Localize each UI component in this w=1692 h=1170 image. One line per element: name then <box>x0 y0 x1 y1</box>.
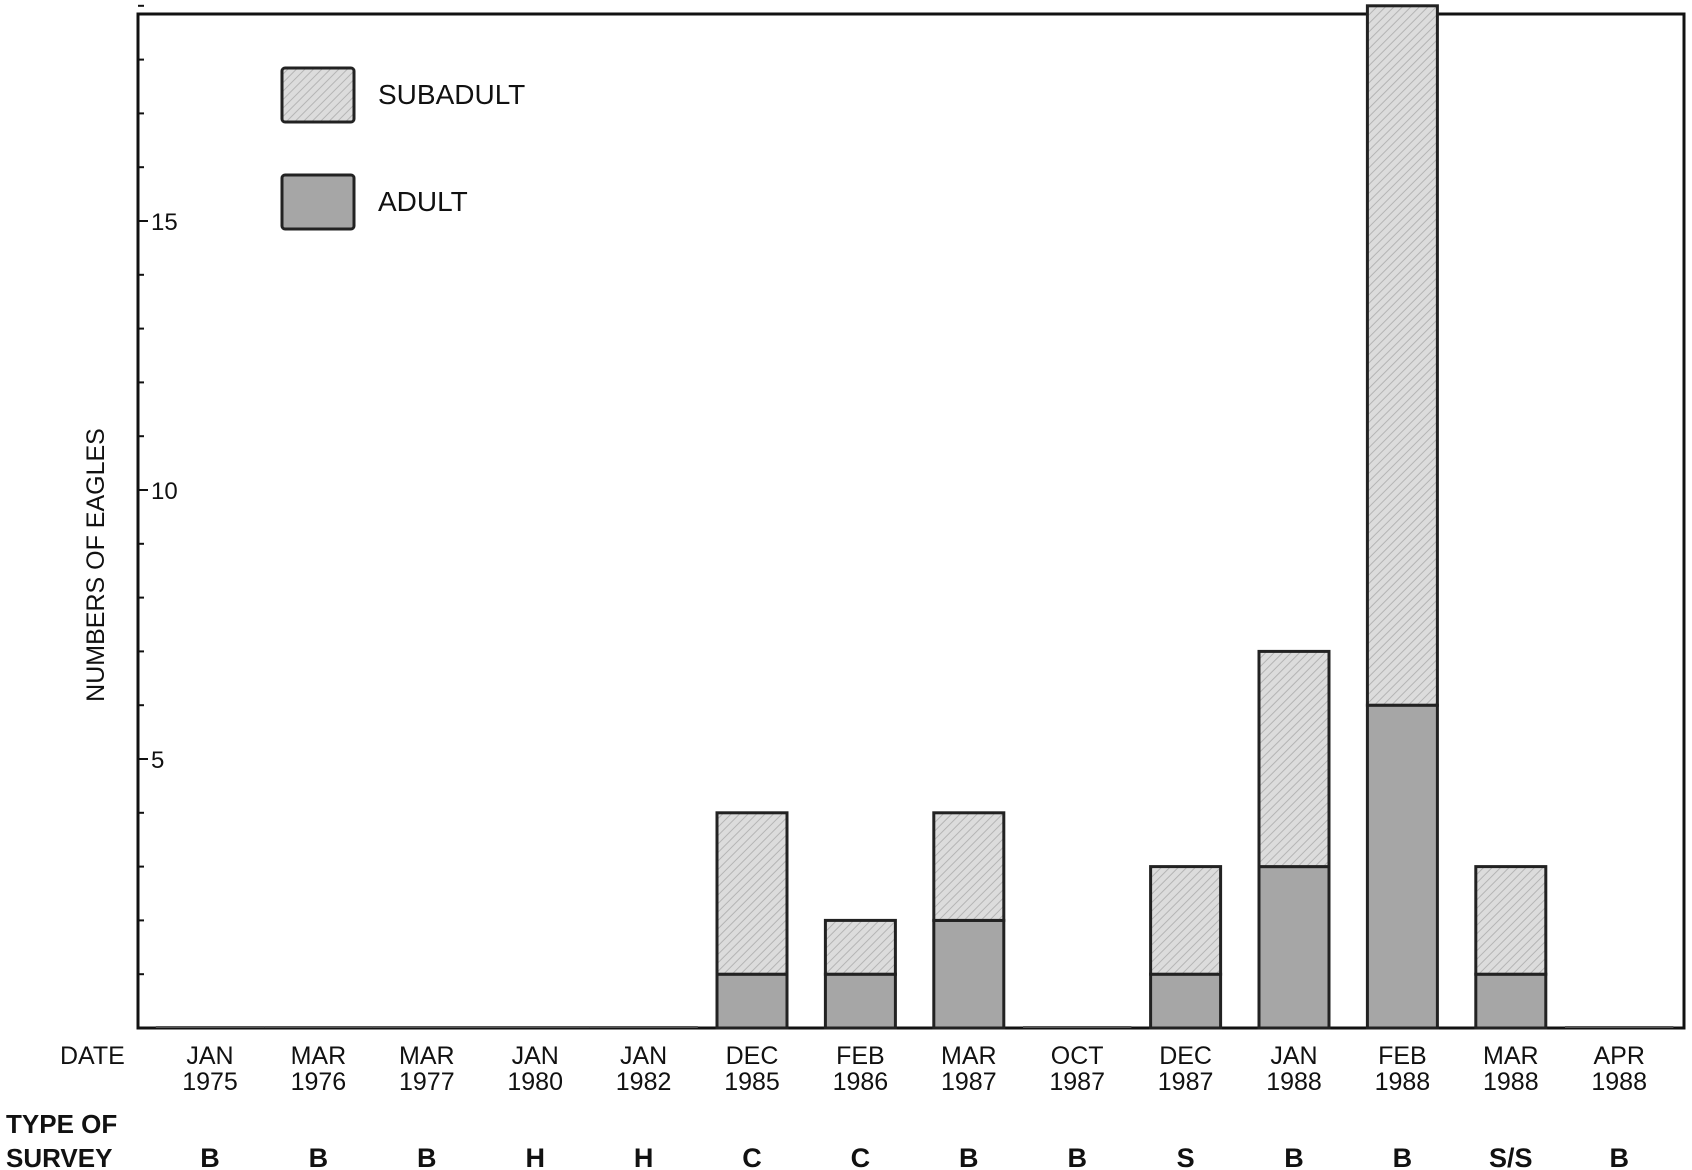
survey-type-label: B <box>417 1143 437 1170</box>
date-month-label: MAR <box>399 1042 455 1070</box>
date-month-label: FEB <box>836 1042 885 1070</box>
survey-type-label: B <box>959 1143 979 1170</box>
date-year-label: 1988 <box>1483 1068 1539 1096</box>
date-year-label: 1987 <box>1049 1068 1105 1096</box>
legend-swatch-subadult <box>280 66 356 124</box>
y-tick-label: 15 <box>151 209 178 236</box>
y-axis: 5 10 15 <box>138 4 178 976</box>
bar-adult <box>1474 972 1548 1030</box>
survey-type-label: H <box>525 1143 545 1170</box>
date-month-label: JAN <box>512 1042 559 1070</box>
survey-row-label-line2: SURVEY <box>6 1143 112 1170</box>
legend-swatch-adult <box>280 173 356 231</box>
survey-type-label: H <box>634 1143 654 1170</box>
date-row-label: DATE <box>60 1042 125 1070</box>
date-month-label: JAN <box>620 1042 667 1070</box>
date-year-label: 1988 <box>1375 1068 1431 1096</box>
date-month-label: MAR <box>291 1042 347 1070</box>
bar-adult <box>1149 972 1223 1030</box>
bars <box>155 4 1674 1030</box>
date-year-label: 1987 <box>941 1068 997 1096</box>
date-year-label: 1980 <box>507 1068 563 1096</box>
bar-adult <box>1257 865 1331 1030</box>
date-month-label: JAN <box>186 1042 233 1070</box>
x-axis-labels: JAN1975BMAR1976BMAR1977BJAN1980HJAN1982H… <box>182 1042 1647 1170</box>
date-year-label: 1988 <box>1591 1068 1647 1096</box>
survey-type-label: B <box>1284 1143 1304 1170</box>
date-year-label: 1988 <box>1266 1068 1322 1096</box>
survey-type-label: C <box>742 1143 762 1170</box>
legend-label-adult: ADULT <box>378 186 468 217</box>
y-tick-label: 5 <box>151 747 164 774</box>
survey-type-label: S <box>1177 1143 1195 1170</box>
bar-subadult <box>823 918 897 976</box>
legend: SUBADULT ADULT <box>280 66 525 231</box>
survey-type-label: C <box>851 1143 871 1170</box>
bar-adult <box>715 972 789 1030</box>
date-year-label: 1987 <box>1158 1068 1214 1096</box>
survey-type-label: B <box>1609 1143 1629 1170</box>
date-year-label: 1986 <box>833 1068 889 1096</box>
survey-row-label-line1: TYPE OF <box>6 1109 117 1139</box>
plot-frame <box>136 12 1686 1030</box>
y-tick-label: 10 <box>151 478 178 505</box>
bar-subadult <box>715 811 789 976</box>
bar-adult <box>932 918 1006 1030</box>
bar-adult <box>1365 703 1439 1030</box>
date-month-label: JAN <box>1270 1042 1317 1070</box>
date-month-label: DEC <box>1159 1042 1212 1070</box>
date-year-label: 1982 <box>616 1068 672 1096</box>
date-month-label: APR <box>1593 1042 1644 1070</box>
date-month-label: FEB <box>1378 1042 1427 1070</box>
bar-subadult <box>932 811 1006 922</box>
bar-subadult <box>1474 865 1548 976</box>
survey-type-label: B <box>309 1143 329 1170</box>
bar-subadult <box>1149 865 1223 976</box>
date-month-label: MAR <box>1483 1042 1539 1070</box>
bar-subadult <box>1365 4 1439 707</box>
survey-type-label: B <box>1393 1143 1413 1170</box>
survey-type-label: B <box>1067 1143 1087 1170</box>
date-year-label: 1975 <box>182 1068 238 1096</box>
bar-adult <box>823 972 897 1030</box>
date-month-label: MAR <box>941 1042 997 1070</box>
date-year-label: 1977 <box>399 1068 455 1096</box>
date-year-label: 1976 <box>291 1068 347 1096</box>
date-month-label: OCT <box>1051 1042 1104 1070</box>
legend-label-subadult: SUBADULT <box>378 79 525 110</box>
survey-type-label: B <box>200 1143 220 1170</box>
date-year-label: 1985 <box>724 1068 780 1096</box>
date-month-label: DEC <box>726 1042 779 1070</box>
survey-type-label: S/S <box>1489 1143 1533 1170</box>
y-axis-title: NUMBERS OF EAGLES <box>82 428 110 702</box>
bar-subadult <box>1257 649 1331 869</box>
